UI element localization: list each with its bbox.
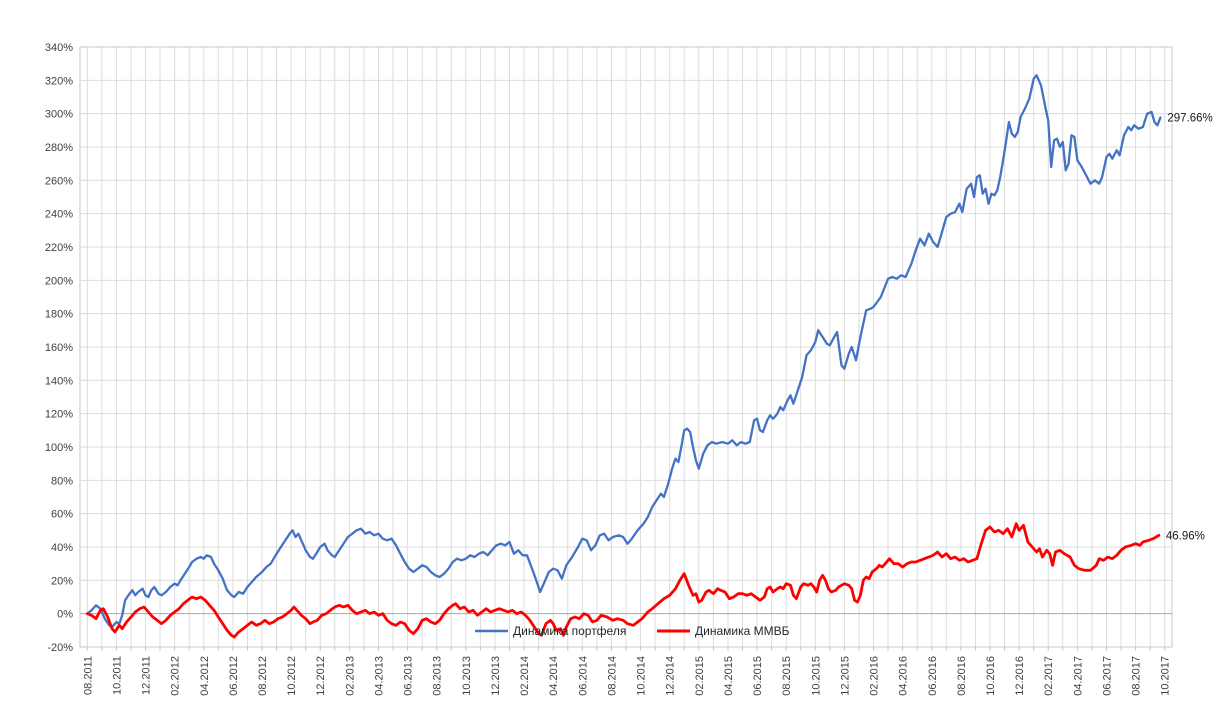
y-tick-label: 280% xyxy=(45,142,73,154)
x-tick-label: 10.2012 xyxy=(286,656,298,696)
y-tick-label: 260% xyxy=(45,175,73,187)
x-tick-label: 08.2016 xyxy=(956,656,968,696)
x-tick-label: 10.2017 xyxy=(1160,656,1172,696)
y-tick-label: 160% xyxy=(45,342,73,354)
x-tick-label: 12.2012 xyxy=(315,656,327,696)
portfolio-end-value-label: 297.66% xyxy=(1167,113,1212,125)
plot-frame xyxy=(79,46,1173,648)
x-tick-label: 04.2012 xyxy=(199,656,211,696)
x-tick-label: 06.2017 xyxy=(1101,656,1113,696)
legend-label: Динамика ММВБ xyxy=(695,624,790,638)
x-tick-label: 02.2014 xyxy=(519,656,531,696)
y-tick-label: 0% xyxy=(57,609,73,621)
y-tick-label: 220% xyxy=(45,242,73,254)
x-tick-label: 08.2015 xyxy=(781,656,793,696)
x-tick-label: 04.2013 xyxy=(373,656,385,696)
x-tick-label: 10.2016 xyxy=(985,656,997,696)
x-tick-label: 08.2013 xyxy=(432,656,444,696)
x-tick-label: 08.2012 xyxy=(257,656,269,696)
x-tick-label: 04.2015 xyxy=(723,656,735,696)
x-tick-label: 12.2013 xyxy=(490,656,502,696)
micex-series-line[interactable] xyxy=(85,522,1161,639)
y-tick-label: 200% xyxy=(45,275,73,287)
y-tick-label: 300% xyxy=(45,109,73,121)
x-tick-label: 02.2012 xyxy=(170,656,182,696)
x-tick-label: 04.2016 xyxy=(898,656,910,696)
x-tick-label: 06.2015 xyxy=(752,656,764,696)
x-tick-label: 02.2016 xyxy=(869,656,881,696)
x-tick-label: 08.2017 xyxy=(1131,656,1143,696)
y-tick-label: 40% xyxy=(51,542,73,554)
x-tick-label: 10.2013 xyxy=(461,656,473,696)
legend-item-micex[interactable]: Динамика ММВБ xyxy=(657,624,790,638)
gridlines xyxy=(79,46,1173,651)
series-lines xyxy=(85,74,1162,639)
x-tick-label: 06.2013 xyxy=(403,656,415,696)
x-tick-label: 06.2014 xyxy=(577,656,589,696)
x-tick-label: 02.2015 xyxy=(694,656,706,696)
y-tick-label: 180% xyxy=(45,309,73,321)
chart-legend: Динамика портфеля Динамика ММВБ xyxy=(475,624,790,638)
micex-end-value-label: 46.96% xyxy=(1166,530,1205,542)
y-tick-label: 20% xyxy=(51,575,73,587)
legend-label: Динамика портфеля xyxy=(513,624,626,638)
x-tick-label: 06.2012 xyxy=(228,656,240,696)
y-tick-label: 120% xyxy=(45,409,73,421)
x-tick-label: 12.2016 xyxy=(1014,656,1026,696)
x-tick-label: 10.2015 xyxy=(810,656,822,696)
x-tick-label: 10.2014 xyxy=(636,656,648,696)
x-tick-label: 04.2014 xyxy=(548,656,560,696)
y-tick-label: 240% xyxy=(45,209,73,221)
x-tick-label: 02.2013 xyxy=(344,656,356,696)
y-tick-label: 140% xyxy=(45,375,73,387)
x-tick-label: 12.2015 xyxy=(839,656,851,696)
x-tick-label: 08.2011 xyxy=(82,656,94,695)
x-tick-label: 08.2014 xyxy=(606,656,618,696)
y-tick-label: 60% xyxy=(51,509,73,521)
x-tick-label: 04.2017 xyxy=(1072,656,1084,696)
y-axis-labels: 340% 320% 300% 280% 260% 240% 220% 200% 180% 160%… xyxy=(45,42,73,654)
x-tick-label: 12.2014 xyxy=(665,656,677,696)
y-tick-label: 340% xyxy=(45,42,73,54)
x-tick-label: 06.2016 xyxy=(927,656,939,696)
y-tick-label: 320% xyxy=(45,75,73,87)
x-tick-label: 02.2017 xyxy=(1043,656,1055,696)
y-tick-label: 100% xyxy=(45,442,73,454)
x-axis-labels: 08.2011 10.2011 12.2011 02.2012 04.2012 06.20… xyxy=(82,656,1171,696)
y-tick-label: -20% xyxy=(47,642,73,654)
y-tick-label: 80% xyxy=(51,475,73,487)
portfolio-series-line[interactable] xyxy=(86,74,1162,629)
x-tick-label: 12.2011 xyxy=(141,656,153,695)
x-tick-label: 10.2011 xyxy=(111,656,123,695)
legend-item-portfolio[interactable]: Динамика портфеля xyxy=(475,624,626,638)
